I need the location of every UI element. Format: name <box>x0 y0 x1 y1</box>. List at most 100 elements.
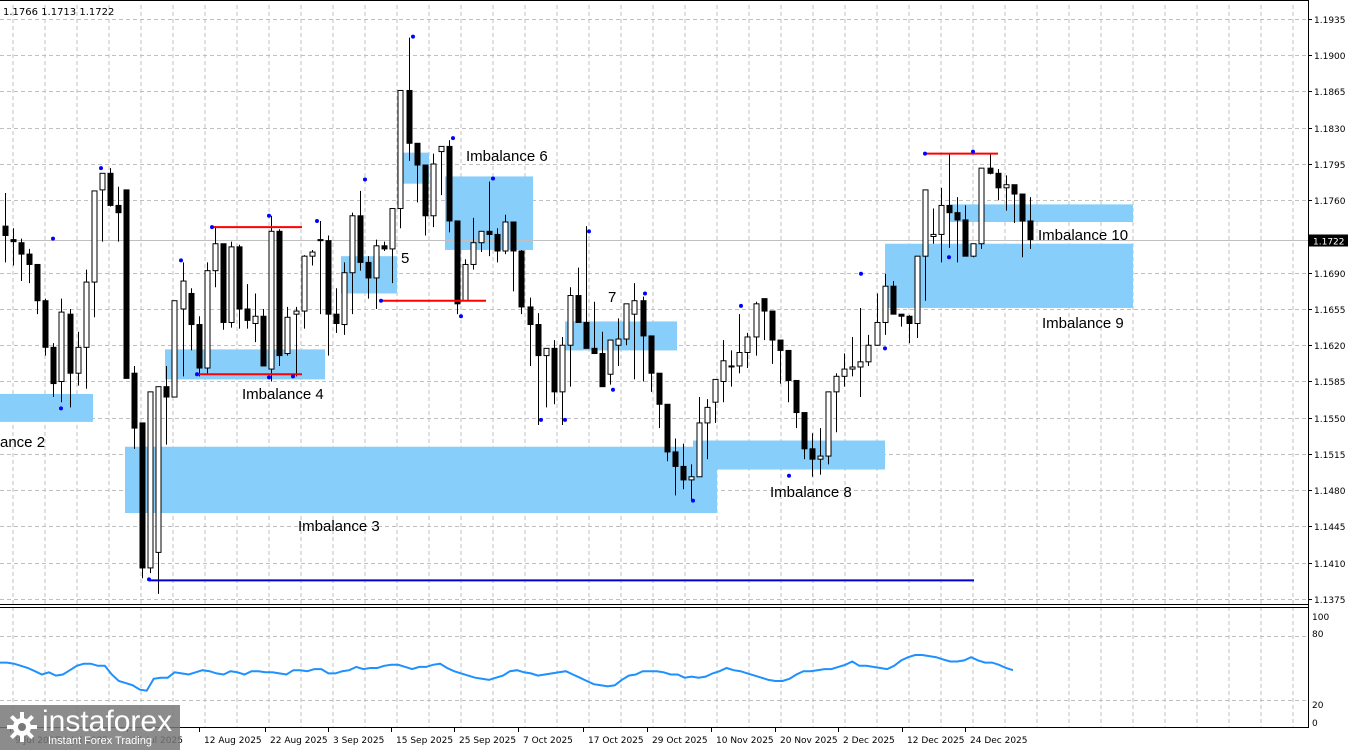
candle <box>83 281 90 348</box>
candle <box>34 263 41 302</box>
candle <box>720 360 727 382</box>
candle <box>2 225 9 236</box>
candle <box>623 303 630 340</box>
time-tick: 12 Aug 2025 <box>204 736 262 746</box>
price-tick: 1.1830 <box>1314 125 1346 135</box>
candle <box>656 372 663 405</box>
candle <box>75 346 82 374</box>
fractal-marker-icon <box>195 372 199 377</box>
candle <box>155 386 162 553</box>
candle <box>890 285 897 315</box>
candle <box>785 349 792 381</box>
candle <box>293 310 300 315</box>
fractal-marker-icon <box>971 149 975 154</box>
candle <box>309 251 316 257</box>
candle <box>954 212 961 221</box>
candle <box>341 272 348 326</box>
candle <box>438 145 445 153</box>
gear-icon <box>7 712 37 742</box>
candle <box>42 300 49 348</box>
price-tick: 1.1935 <box>1314 16 1346 26</box>
candle <box>849 366 856 370</box>
candle <box>914 255 921 324</box>
imbalance-label: Imbalance 4 <box>242 386 324 403</box>
candle <box>389 208 396 250</box>
candle <box>171 300 178 398</box>
candle <box>865 344 872 363</box>
imbalance-label: Imbalance 6 <box>466 148 548 165</box>
candle <box>631 300 638 315</box>
candle <box>163 386 170 398</box>
candle <box>115 204 122 214</box>
instaforex-logo: instaforex Instant Forex Trading <box>0 705 180 750</box>
imbalance-label: Imbalance 8 <box>770 484 852 501</box>
candle <box>672 451 679 467</box>
candle <box>615 338 622 346</box>
candle <box>1019 193 1026 222</box>
fractal-marker-icon <box>147 577 151 582</box>
candle <box>938 204 945 235</box>
candle <box>50 346 57 385</box>
price-tick: 1.1690 <box>1314 270 1346 280</box>
price-tick: 1.1375 <box>1314 596 1346 606</box>
candle <box>349 215 356 274</box>
candle <box>478 230 485 244</box>
candle <box>857 361 864 368</box>
candle <box>260 315 267 367</box>
imbalance-zone[interactable] <box>949 204 1133 222</box>
candle <box>381 245 388 250</box>
candle <box>906 315 913 324</box>
imbalance-zone[interactable] <box>0 393 93 422</box>
candle <box>817 455 824 460</box>
candle <box>599 353 606 388</box>
imbalance-zone[interactable] <box>885 243 1133 308</box>
fractal-marker-icon <box>459 314 463 319</box>
ohlc-header: 1.1766 1.1713 1.1722 <box>3 7 115 18</box>
candle <box>236 246 243 310</box>
candle <box>583 321 590 349</box>
candle <box>58 311 65 382</box>
fractal-marker-icon <box>691 498 695 503</box>
candle <box>462 263 469 302</box>
price-axis[interactable]: 1.1935 1.1900 1.1865 1.1830 1.1795 1.1760 1.16… <box>1308 16 1346 606</box>
price-tick: 1.1655 <box>1314 306 1346 316</box>
candle <box>518 250 525 308</box>
candle <box>744 336 751 353</box>
candle <box>107 172 114 206</box>
candle <box>640 300 647 337</box>
imbalance-zone[interactable] <box>565 321 677 351</box>
candle <box>809 448 816 460</box>
fractal-marker-icon <box>491 176 495 181</box>
candle <box>510 221 517 252</box>
price-tick: 1.1795 <box>1314 161 1346 171</box>
candle <box>502 221 509 252</box>
candle <box>180 280 187 310</box>
price-tick: 1.1480 <box>1314 487 1346 497</box>
imbalance-zone[interactable] <box>125 446 717 514</box>
candle <box>753 303 760 338</box>
candle <box>333 313 340 324</box>
fractal-marker-icon <box>179 258 183 263</box>
time-tick: 10 Nov 2025 <box>716 736 774 746</box>
fractal-marker-icon <box>267 213 271 218</box>
candle <box>26 253 33 265</box>
fractal-marker-icon <box>739 303 743 308</box>
candle <box>922 189 929 257</box>
time-tick: 12 Dec 2025 <box>907 736 965 746</box>
time-tick: 17 Oct 2025 <box>588 736 644 746</box>
indicator-tick: 0 <box>1312 719 1318 729</box>
imbalance-zone[interactable] <box>717 440 885 470</box>
candle <box>704 406 711 424</box>
candle <box>825 391 832 457</box>
candle <box>696 422 703 478</box>
candle <box>212 243 219 272</box>
fractal-marker-icon <box>411 34 415 39</box>
candle <box>373 245 380 279</box>
indicator-line <box>0 654 1014 692</box>
candle <box>204 270 211 369</box>
candle <box>99 172 106 191</box>
candle <box>244 308 251 321</box>
candle <box>777 339 784 351</box>
candle <box>196 324 203 369</box>
